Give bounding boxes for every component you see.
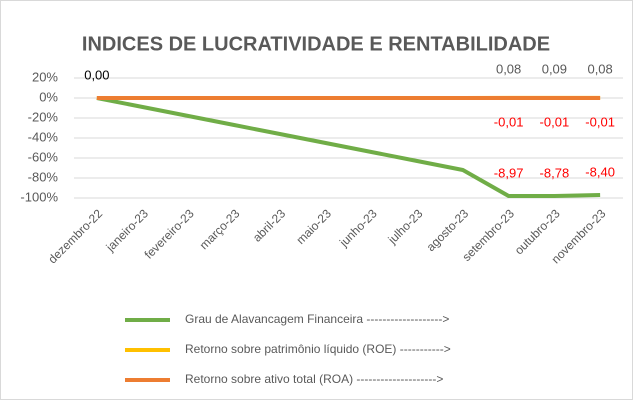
y-tick-label: -60%	[28, 149, 59, 164]
y-tick-label: -80%	[28, 169, 59, 184]
legend-label: Retorno sobre patrimônio líquido (ROE) -…	[185, 342, 451, 356]
legend-label: Retorno sobre ativo total (ROA) --------…	[185, 372, 443, 386]
data-label: -0,01	[494, 114, 524, 129]
data-label: -8,97	[494, 165, 524, 180]
data-label: -8,78	[540, 165, 570, 180]
data-label: 0,08	[496, 61, 521, 76]
y-tick-label: -100%	[20, 189, 58, 204]
data-label: -8,40	[585, 164, 615, 179]
legend-label: Grau de Alavancagem Financeira ---------…	[185, 312, 449, 326]
y-tick-label: 0%	[39, 89, 58, 104]
y-tick-label: -20%	[28, 109, 59, 124]
chart-title: INDICES DE LUCRATIVIDADE E RENTABILIDADE	[82, 33, 550, 55]
data-label: -0,01	[585, 114, 615, 129]
y-tick-label: -40%	[28, 129, 59, 144]
data-label: 0,00	[84, 67, 109, 82]
data-label: 0,08	[587, 61, 612, 76]
data-label: 0,09	[542, 61, 567, 76]
data-label: -0,01	[540, 114, 570, 129]
y-tick-label: 20%	[32, 69, 58, 84]
